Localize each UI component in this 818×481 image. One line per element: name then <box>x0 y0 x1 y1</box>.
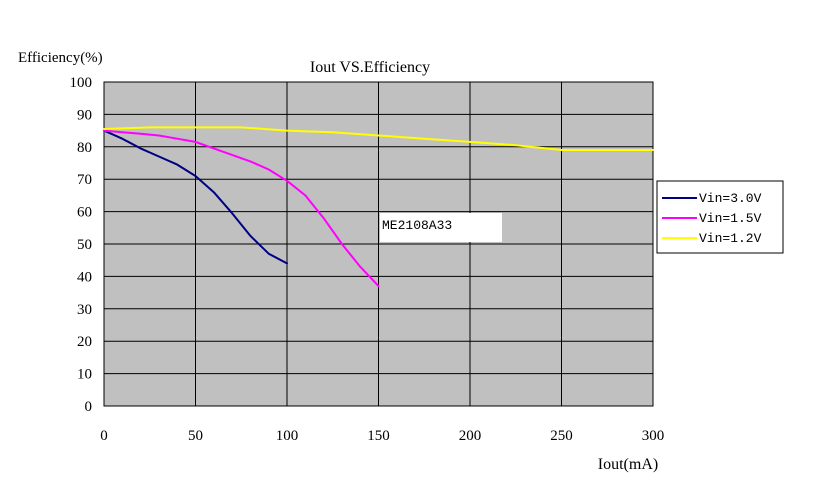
x-axis-label: Iout(mA) <box>598 456 658 473</box>
y-tick-label: 10 <box>77 367 92 383</box>
y-tick-label: 70 <box>77 172 92 188</box>
tick-labels: 0 10 20 30 40 50 60 70 80 90 100 0 50 100 150 200 250 300 <box>70 75 665 444</box>
series-line <box>103 129 380 288</box>
series-line <box>103 129 288 265</box>
y-tick-label: 50 <box>77 237 92 253</box>
y-tick-label: 90 <box>77 107 92 123</box>
legend-label: Vin=1.5V <box>699 211 762 226</box>
x-tick-label: 0 <box>100 428 108 444</box>
annotation-label: ME2108A33 <box>382 218 452 233</box>
y-tick-label: 100 <box>70 75 93 91</box>
y-tick-label: 60 <box>77 205 92 221</box>
legend-label: Vin=1.2V <box>699 231 762 246</box>
y-tick-label: 30 <box>77 302 92 318</box>
series-lines <box>103 126 654 288</box>
x-tick-label: 300 <box>642 428 665 444</box>
x-tick-label: 250 <box>550 428 573 444</box>
annotation-background <box>380 213 502 242</box>
y-tick-label: 80 <box>77 140 92 156</box>
y-axis-label: Efficiency(%) <box>18 50 103 66</box>
x-tick-label: 50 <box>188 428 203 444</box>
grid-lines <box>103 81 654 407</box>
legend: Vin=3.0V Vin=1.5V Vin=1.2V <box>656 180 784 254</box>
x-tick-label: 100 <box>276 428 299 444</box>
x-tick-label: 150 <box>367 428 390 444</box>
y-tick-label: 40 <box>77 269 92 285</box>
series-line <box>103 126 654 151</box>
chart-title: Iout VS.Efficiency <box>310 59 430 76</box>
legend-label: Vin=3.0V <box>699 191 762 206</box>
y-tick-label: 0 <box>85 399 93 415</box>
y-tick-label: 20 <box>77 334 92 350</box>
x-tick-label: 200 <box>459 428 482 444</box>
annotation-box: ME2108A33 <box>380 213 502 242</box>
